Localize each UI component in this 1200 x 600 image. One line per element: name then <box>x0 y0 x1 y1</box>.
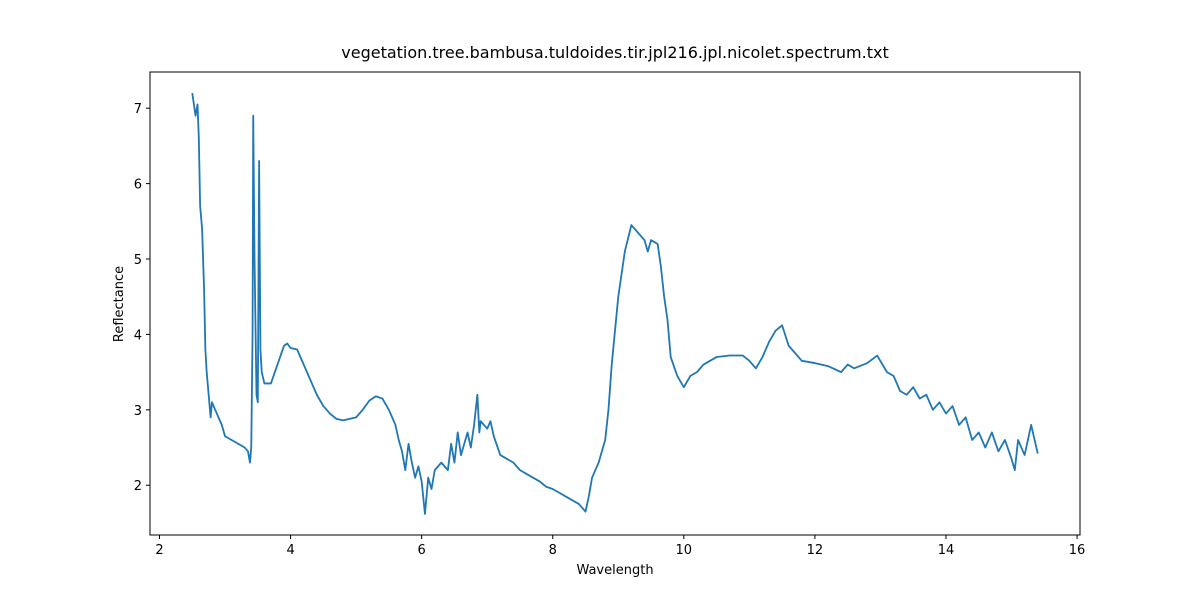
x-tick-label: 10 <box>676 543 693 558</box>
chart-title: vegetation.tree.bambusa.tuldoides.tir.jp… <box>341 43 889 62</box>
y-tick-label: 7 <box>134 102 142 117</box>
x-tick-label: 2 <box>155 543 163 558</box>
data-line <box>191 92 1039 515</box>
x-tick-label: 6 <box>418 543 426 558</box>
y-tick-label: 4 <box>134 328 142 343</box>
x-axis-label: Wavelength <box>576 563 653 578</box>
y-axis-label: Reflectance <box>112 266 127 342</box>
x-tick-label: 12 <box>807 543 824 558</box>
y-tick-label: 3 <box>134 404 142 419</box>
x-tick-label: 8 <box>549 543 557 558</box>
y-tick-label: 2 <box>134 479 142 494</box>
y-tick-label: 5 <box>134 253 142 268</box>
x-tick-label: 16 <box>1069 543 1086 558</box>
y-tick-label: 6 <box>134 178 142 193</box>
x-tick-label: 14 <box>938 543 955 558</box>
x-tick-label: 4 <box>286 543 294 558</box>
plot-frame <box>149 71 1081 536</box>
